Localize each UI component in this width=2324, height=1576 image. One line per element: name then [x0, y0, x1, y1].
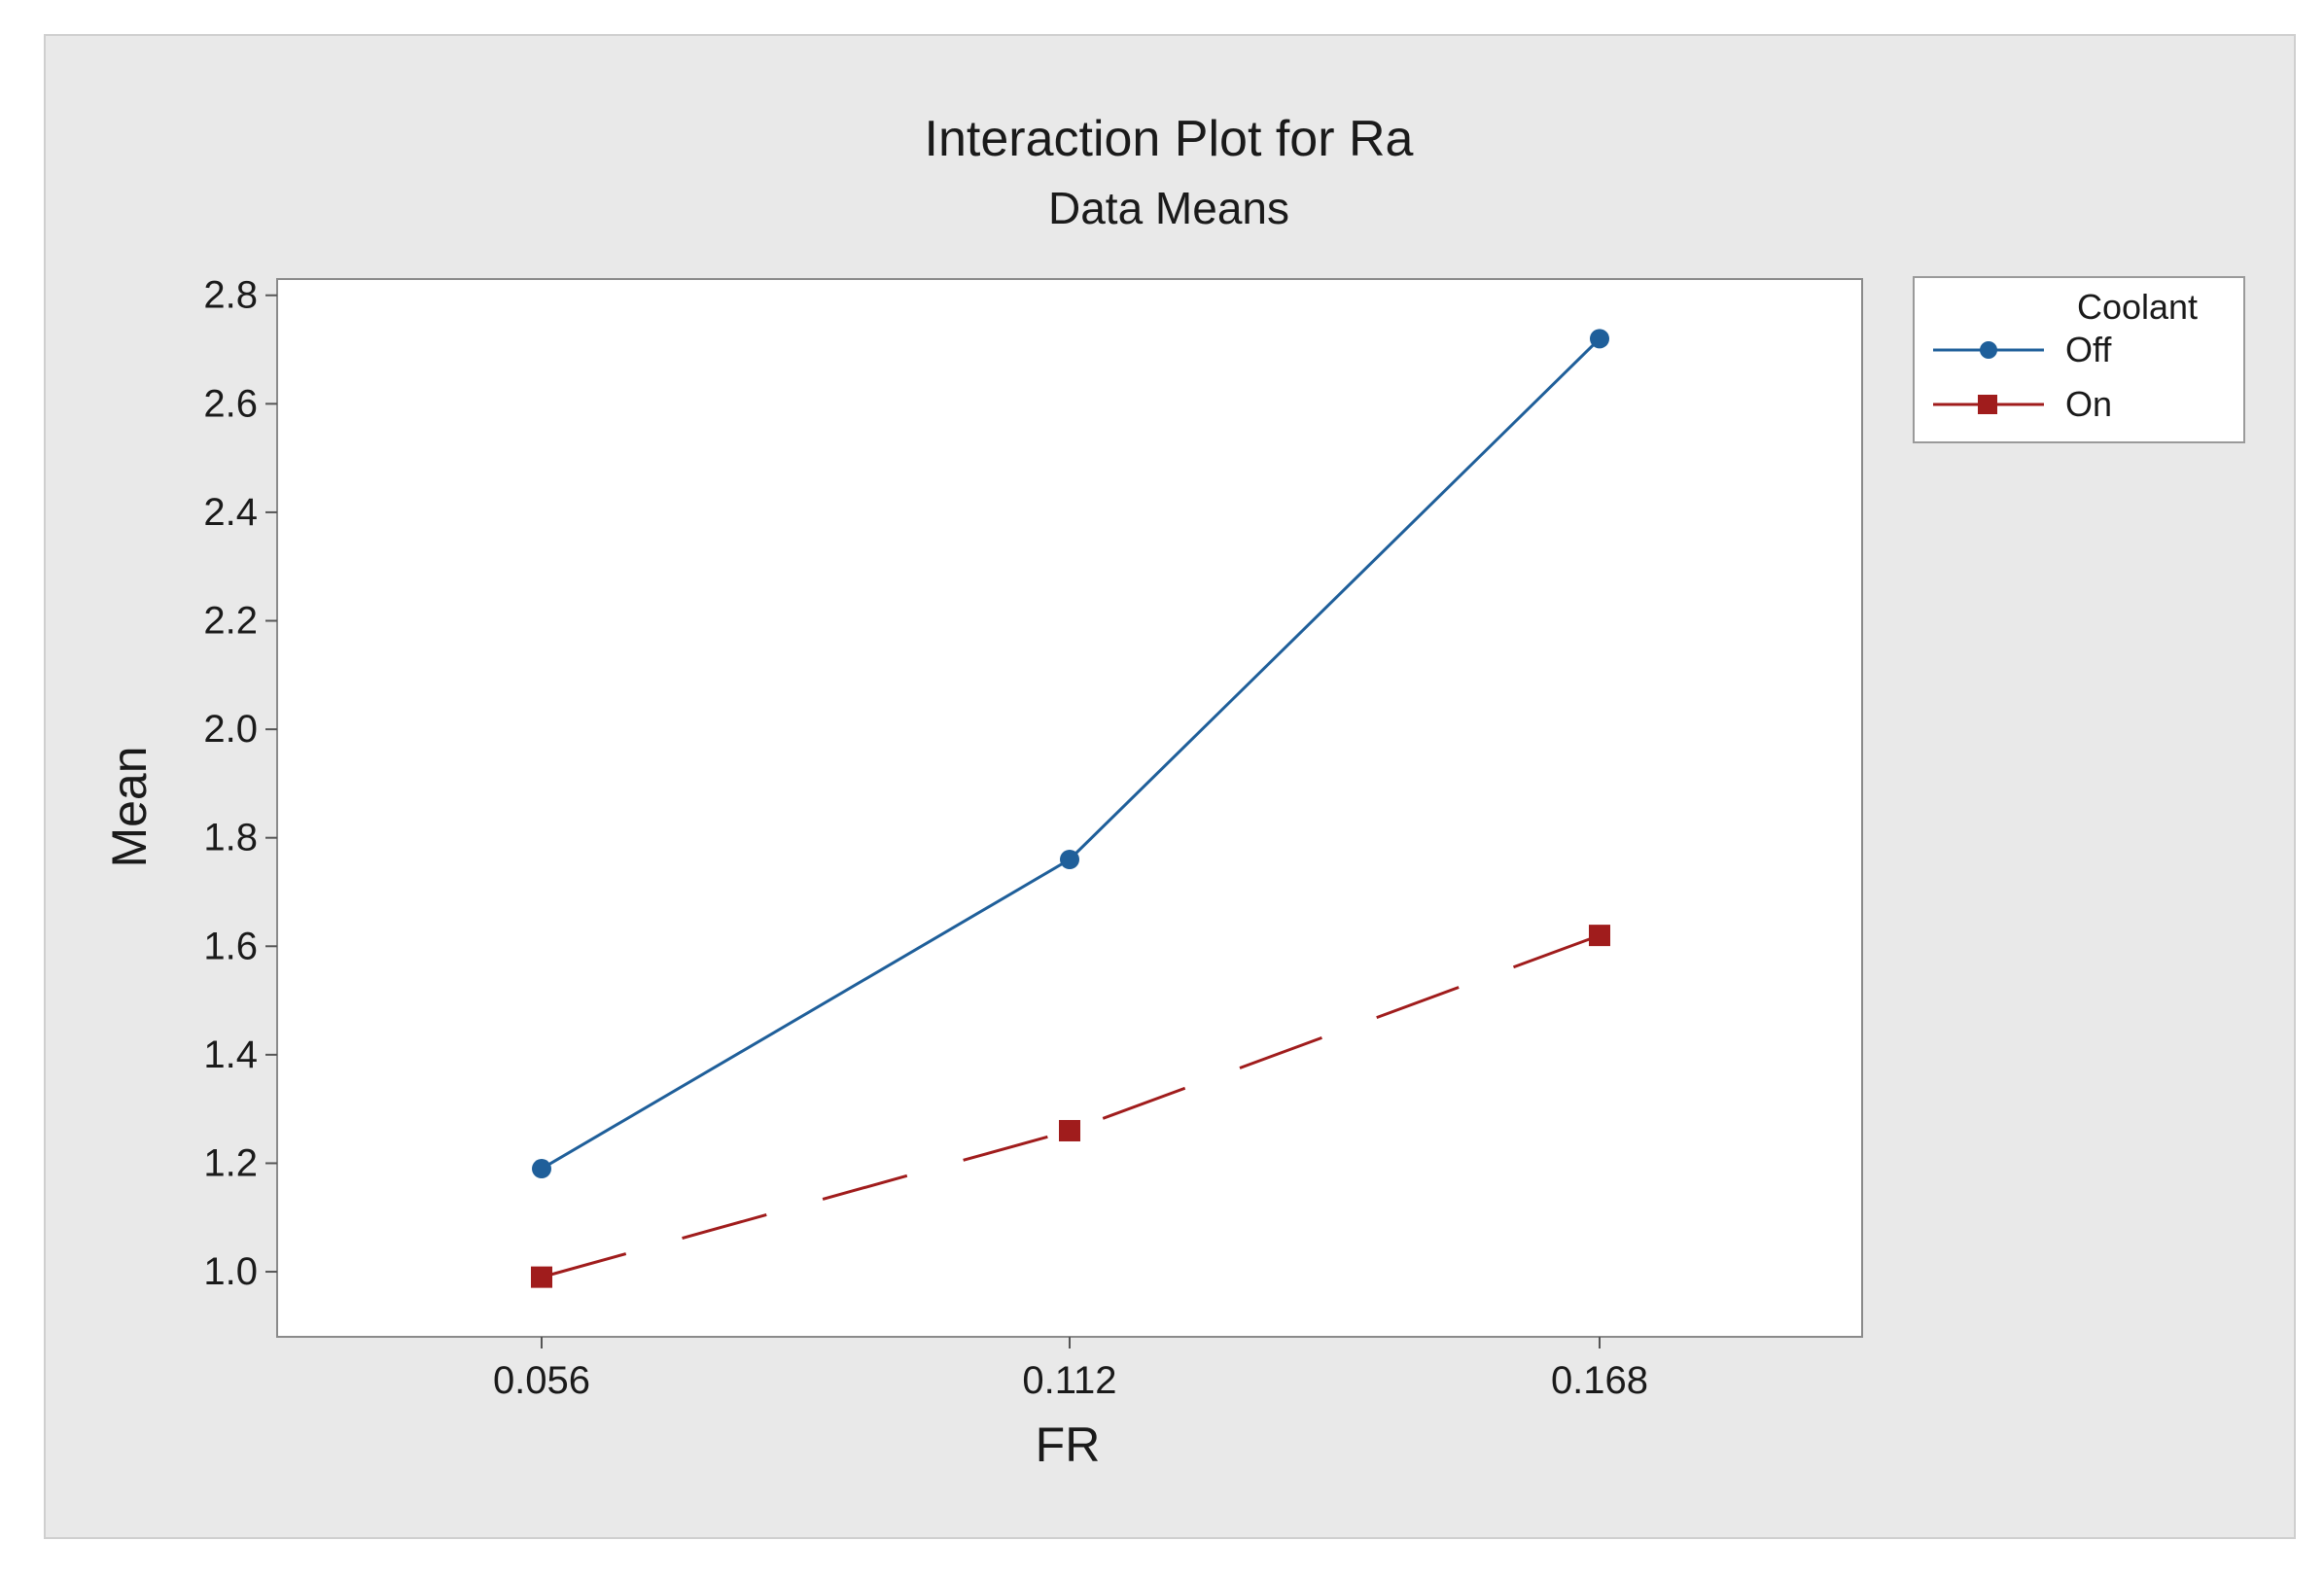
point-off-0: [532, 1159, 551, 1179]
y-tick-label-9: 2.8: [203, 274, 258, 317]
y-tick-label-0: 1.0: [203, 1250, 258, 1293]
legend-box: [1913, 276, 2245, 443]
x-tick-label-2: 0.168: [1551, 1359, 1648, 1402]
y-axis: 1.0 1.2 1.4 1.6 1.8 2.0 2.2 2.4 2.6 2.8: [203, 274, 277, 1293]
series-line-on: [541, 933, 1601, 1279]
legend-marker-off: [1980, 341, 1997, 359]
point-off-2: [1590, 329, 1609, 349]
y-tick-label-7: 2.4: [203, 491, 258, 534]
legend-label-on: On: [2065, 384, 2112, 424]
y-tick-label-2: 1.4: [203, 1033, 258, 1076]
y-tick-label-1: 1.2: [203, 1141, 258, 1184]
legend-label-off: Off: [2065, 330, 2112, 369]
legend-title: Coolant: [2077, 287, 2198, 327]
y-tick-label-4: 1.8: [203, 817, 258, 859]
x-tick-label-1: 0.112: [1022, 1359, 1116, 1402]
chart-title: Interaction Plot for Ra: [925, 111, 1414, 167]
plot-area: [276, 278, 1863, 1338]
y-tick-label-8: 2.6: [203, 382, 258, 425]
legend-marker-on: [1978, 395, 1997, 414]
y-axis-label: Mean: [102, 746, 157, 867]
y-tick-label-5: 2.0: [203, 708, 258, 751]
x-axis-label: FR: [1036, 1418, 1101, 1472]
point-on-2: [1589, 925, 1610, 947]
y-tick-label-6: 2.2: [203, 600, 258, 643]
chart-subtitle: Data Means: [1048, 183, 1289, 233]
point-on-1: [1059, 1119, 1080, 1141]
point-off-1: [1060, 850, 1079, 870]
x-tick-label-0: 0.056: [493, 1359, 590, 1402]
x-axis: 0.056 0.112 0.168: [493, 1337, 1648, 1402]
legend: Coolant Off On: [1913, 276, 2245, 443]
point-on-0: [531, 1266, 552, 1288]
y-tick-label-3: 1.6: [203, 925, 258, 967]
series-layer: [531, 329, 1610, 1288]
legend-items: Off On: [1933, 330, 2112, 424]
